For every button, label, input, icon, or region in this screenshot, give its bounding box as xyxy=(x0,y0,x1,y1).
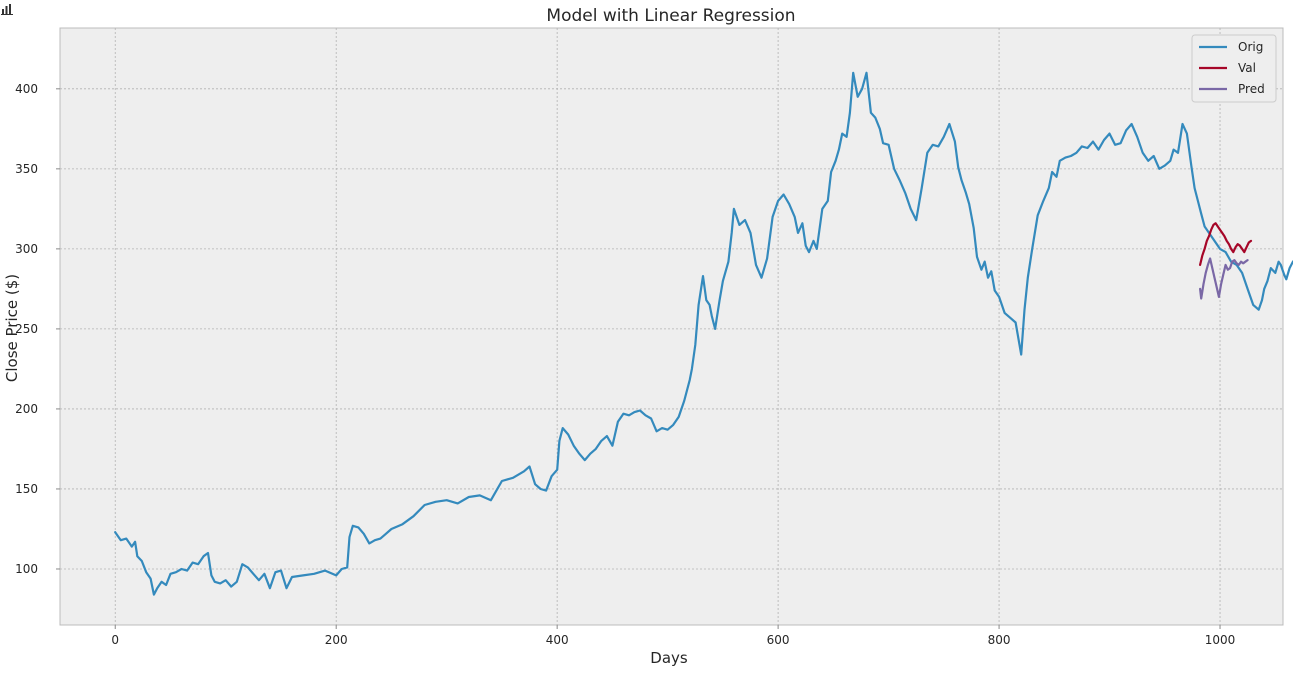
x-tick-label: 600 xyxy=(767,633,790,647)
y-tick-label: 250 xyxy=(15,322,38,336)
plot-area xyxy=(59,27,1284,626)
legend-label-pred: Pred xyxy=(1238,82,1265,96)
series-line-val xyxy=(1199,222,1253,266)
x-tick-label: 1000 xyxy=(1205,633,1236,647)
legend-label-orig: Orig xyxy=(1238,40,1263,54)
grid xyxy=(60,28,1283,625)
y-tick-label: 400 xyxy=(15,82,38,96)
x-tick-label: 400 xyxy=(546,633,569,647)
legend: Orig Val Pred xyxy=(1191,34,1277,103)
x-tick-label: 0 xyxy=(111,633,119,647)
chart-title: Model with Linear Regression xyxy=(546,6,795,26)
series-line-orig xyxy=(114,71,1293,596)
legend-box xyxy=(1191,34,1277,103)
y-axis-label: Close Price ($) xyxy=(3,274,21,382)
x-tick-label: 800 xyxy=(988,633,1011,647)
legend-label-val: Val xyxy=(1238,61,1256,75)
x-tick-label: 200 xyxy=(325,633,348,647)
y-tick-label: 100 xyxy=(15,562,38,576)
y-tick-label: 300 xyxy=(15,242,38,256)
tick-labels: 0 200 400 600 800 1000 100 150 200 250 300 350 400 xyxy=(15,82,1235,647)
y-tick-label: 350 xyxy=(15,162,38,176)
y-tick-label: 150 xyxy=(15,482,38,496)
series-layer xyxy=(114,71,1293,596)
x-axis-label: Days xyxy=(650,649,688,667)
series-line-pred xyxy=(1199,257,1249,300)
y-tick-label: 200 xyxy=(15,402,38,416)
chart-icon xyxy=(1,4,13,15)
